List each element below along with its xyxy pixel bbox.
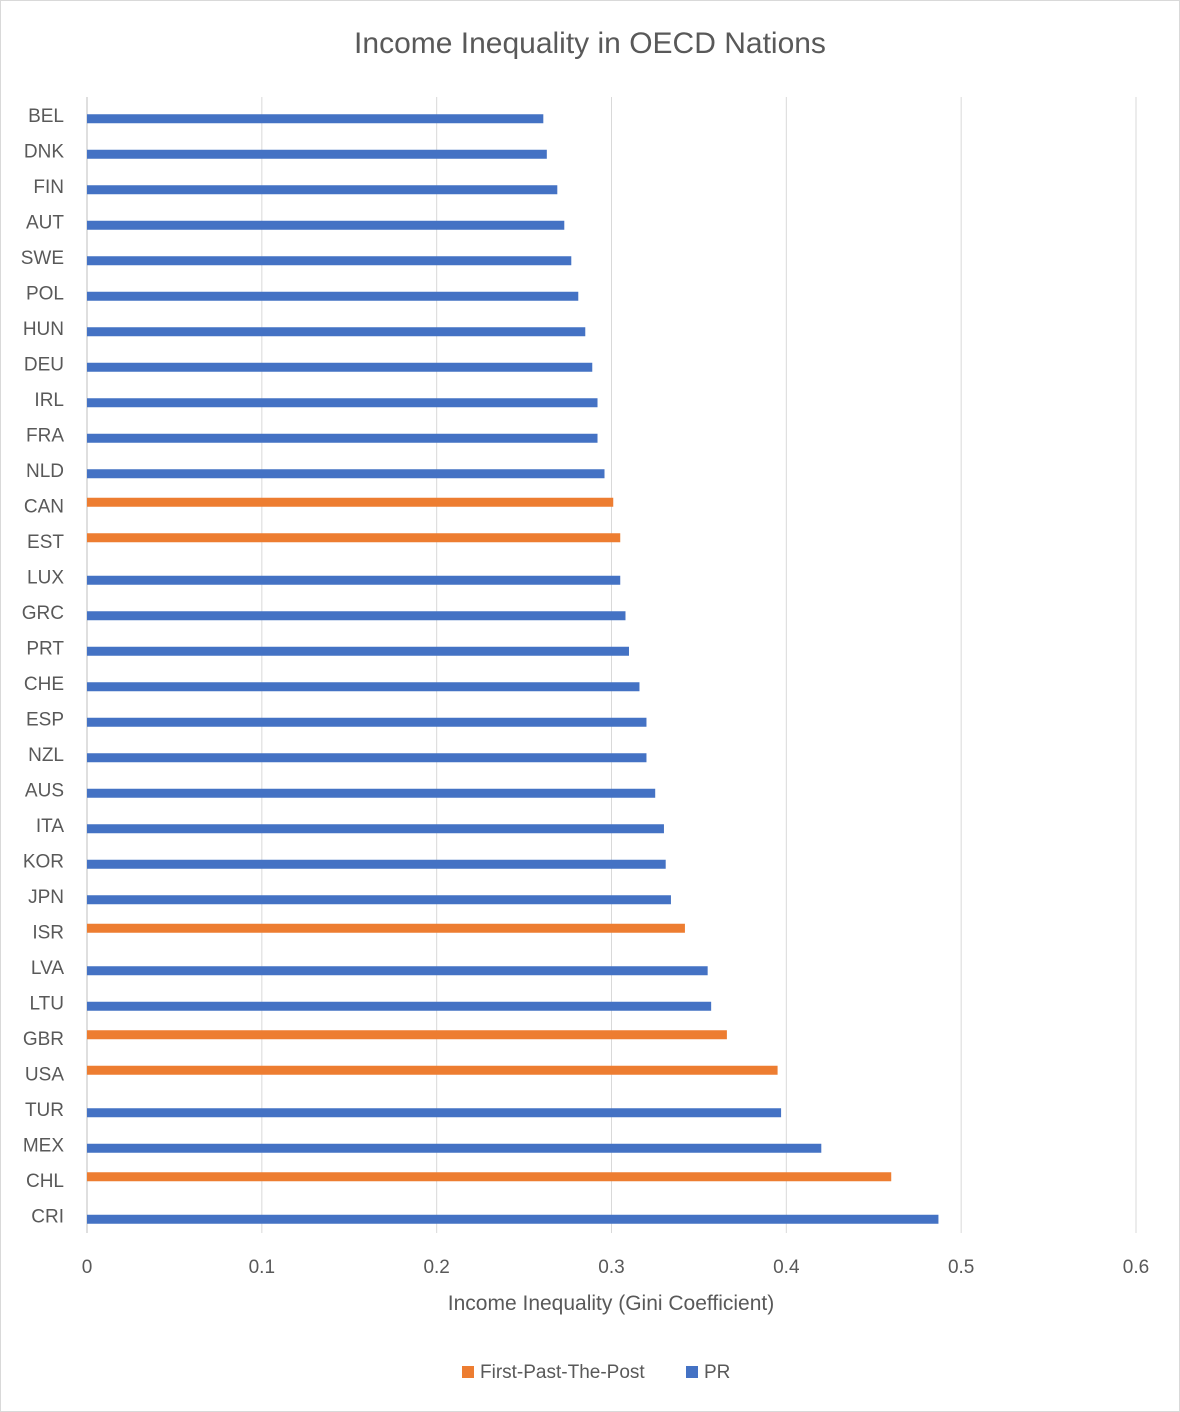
bar-lux	[87, 575, 621, 585]
y-tick-label: ISR	[32, 922, 64, 943]
y-tick-label: POL	[26, 283, 64, 304]
bar-lva	[87, 966, 708, 976]
y-tick-label: CRI	[31, 1206, 64, 1227]
bar-swe	[87, 256, 572, 266]
bar-usa	[87, 1065, 778, 1075]
y-tick-label: ESP	[26, 709, 64, 730]
bar-tur	[87, 1108, 782, 1118]
bar-kor	[87, 859, 666, 869]
y-tick-label: EST	[27, 532, 64, 553]
y-tick-label: LUX	[27, 567, 64, 588]
legend-label-pr: PR	[704, 1362, 730, 1383]
x-tick-label: 0.2	[423, 1257, 449, 1278]
y-tick-label: NLD	[26, 461, 64, 482]
gridlines	[86, 97, 1137, 1233]
bar-est	[87, 533, 621, 543]
x-tick-label: 0.6	[1123, 1257, 1149, 1278]
bar-nzl	[87, 753, 647, 763]
bar-deu	[87, 362, 593, 372]
y-tick-label: USA	[25, 1064, 64, 1085]
x-axis-title: Income Inequality (Gini Coefficient)	[448, 1292, 774, 1315]
bar-irl	[87, 398, 598, 408]
y-tick-label: AUT	[26, 212, 64, 233]
y-tick-label: FRA	[26, 425, 64, 446]
bar-gbr	[87, 1030, 727, 1040]
bars	[87, 114, 939, 1224]
y-tick-label: HUN	[23, 319, 64, 340]
bar-pol	[87, 291, 579, 301]
bar-bel	[87, 114, 544, 124]
y-tick-label: LTU	[30, 993, 64, 1014]
y-tick-label: CAN	[24, 496, 64, 517]
chart-title: Income Inequality in OECD Nations	[354, 27, 826, 60]
bar-cri	[87, 1214, 939, 1224]
bar-che	[87, 682, 640, 692]
x-tick-label: 0.3	[598, 1257, 624, 1278]
y-tick-label: NZL	[28, 745, 64, 766]
x-tick-label: 0.4	[773, 1257, 800, 1278]
x-tick-label: 0.1	[249, 1257, 275, 1278]
x-tick-label: 0.5	[948, 1257, 974, 1278]
y-tick-label: SWE	[21, 248, 64, 269]
bar-ita	[87, 824, 664, 834]
bar-aut	[87, 220, 565, 230]
y-tick-label: AUS	[25, 780, 64, 801]
bar-nld	[87, 469, 605, 479]
legend-label-fptp: First-Past-The-Post	[480, 1362, 645, 1383]
legend-swatch-pr	[686, 1366, 698, 1378]
x-axis-labels: 0 0.1 0.2 0.3 0.4 0.5 0.6	[82, 1257, 1150, 1278]
bar-mex	[87, 1143, 822, 1153]
bar-jpn	[87, 895, 671, 905]
y-tick-label: DNK	[24, 141, 64, 162]
bar-can	[87, 497, 614, 507]
y-tick-label: BEL	[28, 106, 64, 127]
y-tick-label: KOR	[23, 851, 64, 872]
bar-aus	[87, 788, 656, 798]
y-axis-labels: BEL DNK FIN AUT SWE POL HUN DEU IRL FRA NLD CAN EST L…	[21, 106, 65, 1228]
bar-prt	[87, 646, 629, 656]
y-tick-label: LVA	[31, 958, 64, 979]
bar-hun	[87, 327, 586, 337]
y-tick-label: GRC	[22, 603, 64, 624]
bar-fra	[87, 433, 598, 443]
y-tick-label: FIN	[33, 177, 64, 198]
y-tick-label: CHL	[26, 1171, 64, 1192]
legend-swatch-fptp	[462, 1366, 474, 1378]
y-tick-label: CHE	[24, 674, 64, 695]
y-tick-label: TUR	[25, 1100, 64, 1121]
y-tick-label: PRT	[26, 638, 64, 659]
legend: First-Past-The-Post PR	[462, 1362, 730, 1383]
y-tick-label: ITA	[36, 816, 64, 837]
x-tick-label: 0	[82, 1257, 93, 1278]
bar-esp	[87, 717, 647, 727]
bar-grc	[87, 611, 626, 621]
bar-chl	[87, 1172, 892, 1182]
y-tick-label: IRL	[34, 390, 64, 411]
bar-ltu	[87, 1001, 712, 1011]
bar-isr	[87, 923, 685, 933]
bar-dnk	[87, 149, 547, 159]
bar-fin	[87, 185, 558, 195]
y-tick-label: DEU	[24, 354, 64, 375]
y-tick-label: MEX	[23, 1135, 65, 1156]
y-tick-label: JPN	[28, 887, 64, 908]
y-tick-label: GBR	[23, 1029, 64, 1050]
